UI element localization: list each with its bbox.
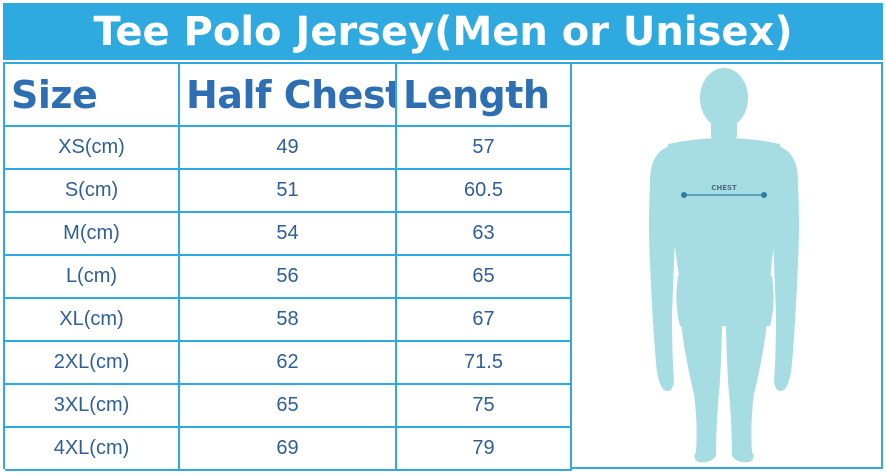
chest-marker-left: [681, 192, 687, 198]
column-header-length: Length: [397, 64, 572, 127]
chest-marker-right: [761, 192, 767, 198]
half-chest-cell: 58: [180, 299, 397, 342]
length-cell: 65: [397, 256, 572, 299]
size-cell: M(cm): [5, 213, 180, 256]
body-silhouette: [649, 68, 799, 463]
half-chest-cell: 56: [180, 256, 397, 299]
body-silhouette-icon: CHEST: [649, 68, 799, 463]
size-cell: XL(cm): [5, 299, 180, 342]
length-cell: 75: [397, 385, 572, 428]
length-cell: 57: [397, 127, 572, 170]
size-cell: 3XL(cm): [5, 385, 180, 428]
page-title: Tee Polo Jersey(Men or Unisex): [3, 3, 883, 60]
half-chest-cell: 49: [180, 127, 397, 170]
body-figure-panel: CHEST: [570, 62, 883, 469]
size-table: Size Half Chest Length XS(cm) 49 57 S(cm…: [3, 62, 572, 471]
size-cell: S(cm): [5, 170, 180, 213]
length-cell: 60.5: [397, 170, 572, 213]
length-cell: 79: [397, 428, 572, 471]
size-cell: 2XL(cm): [5, 342, 180, 385]
half-chest-cell: 54: [180, 213, 397, 256]
size-cell: 4XL(cm): [5, 428, 180, 471]
column-header-size: Size: [5, 64, 180, 127]
half-chest-cell: 62: [180, 342, 397, 385]
length-cell: 63: [397, 213, 572, 256]
column-header-half-chest: Half Chest: [180, 64, 397, 127]
size-cell: XS(cm): [5, 127, 180, 170]
length-cell: 67: [397, 299, 572, 342]
size-cell: L(cm): [5, 256, 180, 299]
chest-label: CHEST: [711, 184, 737, 192]
length-cell: 71.5: [397, 342, 572, 385]
half-chest-cell: 65: [180, 385, 397, 428]
half-chest-cell: 51: [180, 170, 397, 213]
half-chest-cell: 69: [180, 428, 397, 471]
